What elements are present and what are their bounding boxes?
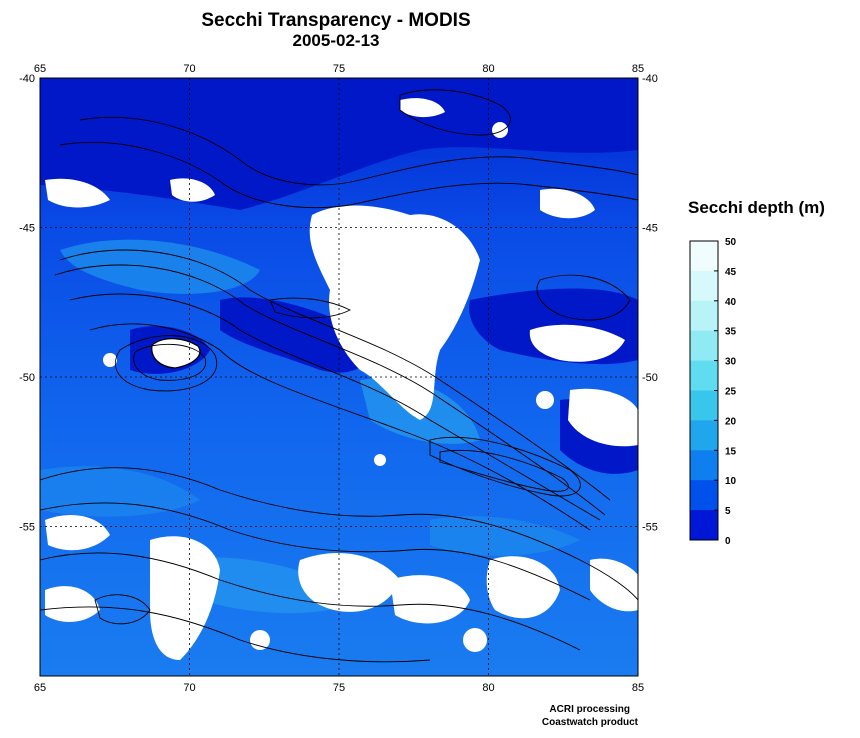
cloud-fleck <box>463 628 487 652</box>
kerguelen-island <box>151 338 201 369</box>
cloud-mask <box>45 98 638 660</box>
lon-tick-label: 80 <box>482 63 494 75</box>
lat-ticks-left: -40 -45 -50 -55 <box>19 73 35 534</box>
colorbar-band <box>690 390 718 421</box>
contour-line <box>89 323 591 531</box>
contour-line <box>429 436 581 497</box>
lon-tick-label: 75 <box>333 63 345 75</box>
contour-line <box>536 274 631 321</box>
lon-tick-label: 70 <box>183 682 195 694</box>
lon-tick-label: 85 <box>632 682 644 694</box>
cloud-mass-east <box>568 388 638 447</box>
bathymetry-contours <box>40 89 638 663</box>
cloud-mass-southwest <box>150 536 220 660</box>
cloud-mass-south <box>390 575 470 624</box>
colorbar-tick-label: 50 <box>725 237 737 248</box>
colorbar-band <box>690 480 718 511</box>
lon-tick-label: 80 <box>482 682 494 694</box>
contour-line <box>54 264 606 516</box>
contour-line <box>40 502 591 601</box>
contour-line <box>40 467 638 601</box>
contour-line <box>133 343 207 381</box>
colorbar-tick-label: 20 <box>725 416 737 427</box>
colorbar-band <box>690 300 718 332</box>
map-area <box>40 78 638 676</box>
lon-tick-label: 85 <box>632 63 644 75</box>
lat-tick-label: -55 <box>19 522 35 534</box>
cloud-fleck <box>103 353 117 367</box>
colorbar-tick-label: 40 <box>725 297 737 308</box>
cloud-patch-north <box>45 178 110 208</box>
colorbar-tick-label: 45 <box>725 267 737 278</box>
colorbar-tick-label: 30 <box>725 357 737 368</box>
clear-water-patch <box>430 516 580 556</box>
colorbar-tick-label: 15 <box>725 446 737 457</box>
cloud-fleck <box>536 391 554 409</box>
legend-title: Secchi depth (m) <box>688 198 825 217</box>
colorbar-tick-label: 0 <box>725 536 731 547</box>
contour-line <box>59 249 611 501</box>
colorbar-tick-label: 10 <box>725 476 737 487</box>
contour-line <box>94 594 151 625</box>
turbid-patch <box>220 297 368 373</box>
contour-line <box>439 449 569 492</box>
contour-line <box>399 89 511 136</box>
cloud-fleck <box>492 122 508 138</box>
colorbar-band <box>690 510 718 541</box>
map-frame <box>39 77 639 677</box>
colorbar-band <box>690 420 718 451</box>
contour-line <box>115 335 218 392</box>
colorbar-tick-label: 5 <box>725 506 731 517</box>
contour-line <box>269 297 352 319</box>
cloud-mass-southeast <box>486 556 560 619</box>
cloud-mass-south <box>298 552 400 612</box>
lat-tick-label: -50 <box>642 372 658 384</box>
colorbar-band <box>690 360 718 391</box>
contour-line <box>79 117 638 186</box>
cloud-patch-north <box>540 188 595 219</box>
colorbar-tick-label: 25 <box>725 387 737 398</box>
credit-product: Coastwatch product <box>541 717 638 728</box>
lat-ticks-right: -40 -45 -50 -55 <box>642 73 658 534</box>
lat-tick-label: -55 <box>642 522 658 534</box>
colorbar-band <box>690 330 718 362</box>
map-date: 2005-02-13 <box>292 31 380 50</box>
contour-line <box>69 293 601 521</box>
cloud-fleck <box>374 454 386 466</box>
lon-tick-label: 75 <box>333 682 345 694</box>
contour-line <box>59 142 638 209</box>
lat-tick-label: -40 <box>19 73 35 85</box>
lon-tick-label: 65 <box>34 682 46 694</box>
map-title: Secchi Transparency - MODIS <box>201 10 471 31</box>
lon-ticks-top: 65 70 75 80 85 <box>34 63 644 75</box>
cloud-mass-central <box>309 205 480 420</box>
colorbar-band <box>690 270 718 302</box>
lon-tick-label: 65 <box>34 63 46 75</box>
lon-ticks-bottom: 65 70 75 80 85 <box>34 682 644 694</box>
colorbar-band <box>690 241 718 272</box>
cloud-patch-north <box>170 178 215 202</box>
colorbar-tick-label: 35 <box>725 327 737 338</box>
lat-tick-label: -45 <box>19 223 35 235</box>
cloud-mass-east <box>529 324 625 362</box>
cloud-mass-west <box>45 515 110 551</box>
contour-line <box>40 552 581 651</box>
lat-tick-label: -50 <box>19 372 35 384</box>
contour-line <box>40 606 431 663</box>
lat-tick-label: -45 <box>642 223 658 235</box>
cloud-mass-west <box>45 586 100 622</box>
cloud-patch-north <box>400 98 445 118</box>
credit-processing: ACRI processing <box>549 704 630 715</box>
colorbar-band <box>690 450 718 481</box>
lon-tick-label: 70 <box>183 63 195 75</box>
lat-tick-label: -40 <box>642 73 658 85</box>
cloud-fleck <box>250 630 270 650</box>
clear-water-patch <box>60 239 260 294</box>
